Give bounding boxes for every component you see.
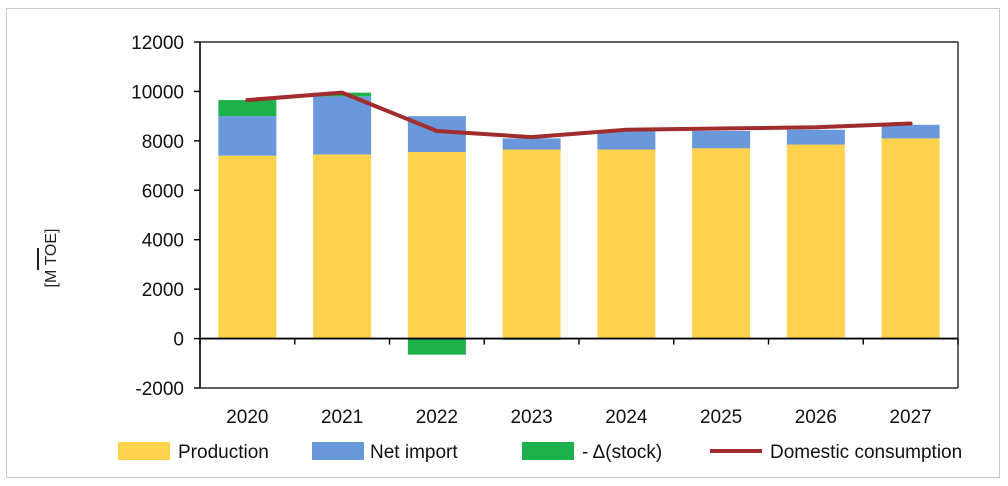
- bar-stock-2022: [408, 339, 466, 355]
- legend-swatch: [118, 442, 170, 460]
- bar-production-2025: [692, 148, 750, 338]
- bar-production-2026: [787, 145, 845, 339]
- bar-net-import-2021: [313, 96, 371, 154]
- legend-label: Domestic consumption: [770, 442, 962, 463]
- bar-production-2021: [313, 154, 371, 338]
- bar-net-import-2023: [503, 138, 561, 149]
- y-tick-label: 0: [173, 330, 184, 351]
- legend-swatch: [312, 442, 364, 460]
- bar-production-2023: [503, 150, 561, 339]
- y-axis-label: [M TOE]: [43, 229, 60, 288]
- y-tick-label: 8000: [142, 132, 184, 153]
- x-tick-label: 2024: [605, 407, 648, 428]
- legend-label: Net import: [370, 442, 458, 463]
- bar-production-2020: [218, 156, 276, 339]
- bar-net-import-2026: [787, 130, 845, 145]
- x-tick-label: 2025: [700, 407, 742, 428]
- bar-net-import-2024: [597, 131, 655, 150]
- bar-production-2027: [882, 138, 940, 338]
- y-ticks: -2000 0 2000 4000 6000 8000 10000 12000: [131, 33, 200, 400]
- legend: Production Net import - Δ(stock) Domestic c…: [118, 442, 962, 463]
- legend-label: Production: [178, 442, 269, 463]
- bar-net-import-2027: [882, 125, 940, 139]
- y-tick-label: 6000: [142, 181, 184, 202]
- y-tick-label: 12000: [131, 33, 184, 54]
- bar-net-import-2025: [692, 131, 750, 148]
- x-tick-label: 2027: [889, 407, 931, 428]
- x-tick-label: 2023: [510, 407, 552, 428]
- legend-swatch: [522, 442, 574, 460]
- x-tick-label: 2022: [416, 407, 458, 428]
- bar-net-import-2020: [218, 116, 276, 156]
- y-tick-label: 10000: [131, 82, 184, 103]
- bar-production-2024: [597, 150, 655, 339]
- y-tick-label: -2000: [135, 379, 184, 400]
- y-axis-label-group: [M TOE]: [38, 229, 60, 288]
- x-tick-label: 2021: [321, 407, 363, 428]
- x-tick-label: 2026: [795, 407, 837, 428]
- x-tick-label: 2020: [226, 407, 268, 428]
- bar-stock-2020: [218, 100, 276, 116]
- legend-label: - Δ(stock): [582, 442, 662, 463]
- bar-production-2022: [408, 152, 466, 339]
- y-tick-label: 4000: [142, 231, 184, 252]
- y-tick-label: 2000: [142, 280, 184, 301]
- x-ticks: 2020 2021 2022 2023 2024 2025 2026 2027: [226, 407, 932, 428]
